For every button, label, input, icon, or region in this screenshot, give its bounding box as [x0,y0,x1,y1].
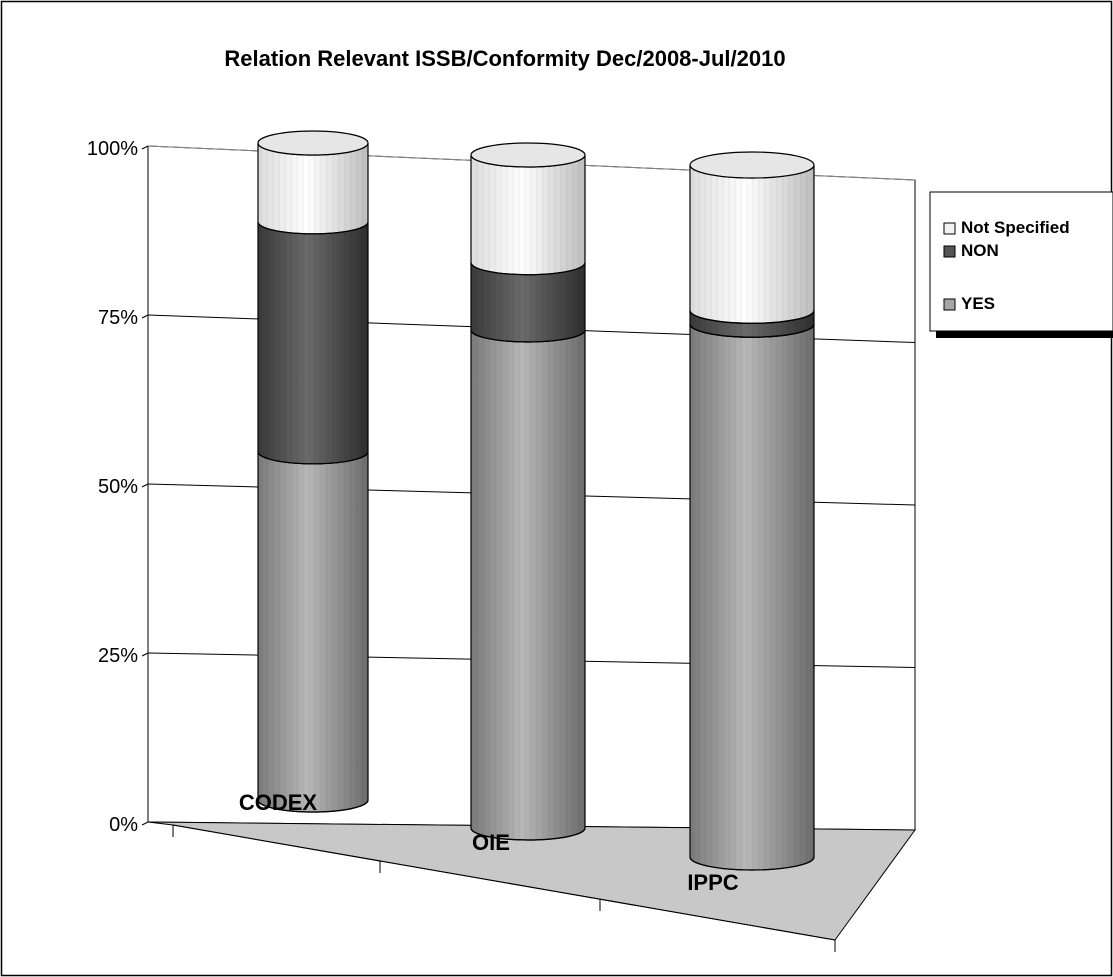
cylinders [257,130,815,871]
legend-label-not-specified: Not Specified [961,218,1070,237]
cylinder-ippc [689,151,815,871]
y-tick [141,483,149,488]
segment-ippc-yes [689,324,815,871]
cylinder-oie [470,142,586,841]
legend-swatch-non [943,245,956,258]
segment-codex-yes [257,451,369,813]
x-axis-line [172,824,836,941]
segment-codex-non [257,221,369,465]
y-tick-labels: 0% 25% 50% 75% 100% [87,138,149,836]
legend-swatch-not-specified [943,222,956,235]
cylinder-top-codex [257,130,369,156]
y-tick-label: 75% [98,307,138,329]
cylinder-top-oie [470,142,586,168]
category-label-ippc: IPPC [687,870,738,895]
legend-label-yes: YES [961,294,995,313]
y-tick [141,652,149,657]
legend: Not Specified NON YES [929,191,1113,338]
cylinder-top-ippc [689,151,815,179]
category-label-oie: OIE [472,830,510,855]
legend-box [929,191,1113,332]
segment-oie-not-specified [470,142,586,276]
y-tick [141,314,149,319]
y-tick-label: 25% [98,645,138,667]
segment-ippc-not-specified [689,151,815,324]
category-label-codex: CODEX [239,790,318,815]
segment-oie-non [470,262,586,343]
y-tick [141,821,149,826]
legend-swatch-yes [943,298,956,311]
y-tick [141,145,149,150]
segment-codex-not-specified [257,130,369,235]
chart-title: Relation Relevant ISSB/Conformity Dec/20… [224,46,785,71]
y-tick-label: 50% [98,476,138,498]
y-tick-label: 0% [109,814,138,836]
x-ticks [172,825,836,952]
legend-label-non: NON [961,241,999,260]
y-tick-label: 100% [87,138,138,160]
cylinder-codex [257,130,369,813]
segment-oie-yes [470,329,586,841]
